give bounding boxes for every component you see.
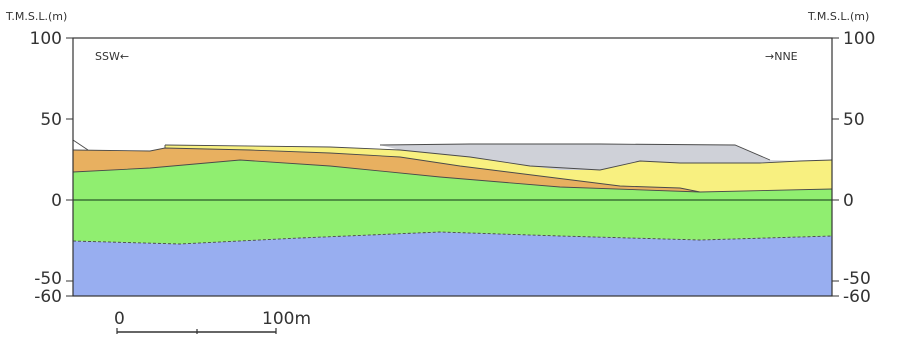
left-ticks — [66, 37, 73, 297]
tick-right-50: 50 — [843, 110, 865, 130]
direction-right-label: →NNE — [765, 50, 798, 63]
tick-left-100: 100 — [30, 29, 62, 49]
orange-layer — [73, 148, 700, 192]
section-frame — [72, 37, 833, 297]
direction-left-label: SSW← — [95, 50, 129, 63]
tick-left-0: 0 — [51, 191, 62, 211]
scale-bar: 0 100m — [114, 309, 311, 334]
tick-right-100: 100 — [843, 29, 875, 49]
right-ticks — [832, 37, 839, 297]
left-unit-label: T.M.S.L.(m) — [5, 10, 67, 23]
tick-left-minus50: -50 — [34, 269, 62, 289]
scale-bar-end-label: 100m — [262, 309, 311, 329]
right-unit-label: T.M.S.L.(m) — [807, 10, 869, 23]
green-layer — [73, 160, 832, 244]
layer-boundaries — [72, 139, 833, 245]
tick-left-minus60: -60 — [34, 287, 62, 307]
yellow-layer — [165, 145, 832, 192]
tick-right-minus60: -60 — [843, 287, 871, 307]
fill-layer — [380, 144, 800, 170]
tick-right-minus50: -50 — [843, 269, 871, 289]
bottom-layer — [73, 232, 832, 296]
tick-left-50: 50 — [40, 110, 62, 130]
scale-bar-start-label: 0 — [114, 309, 125, 329]
tick-right-0: 0 — [843, 191, 854, 211]
